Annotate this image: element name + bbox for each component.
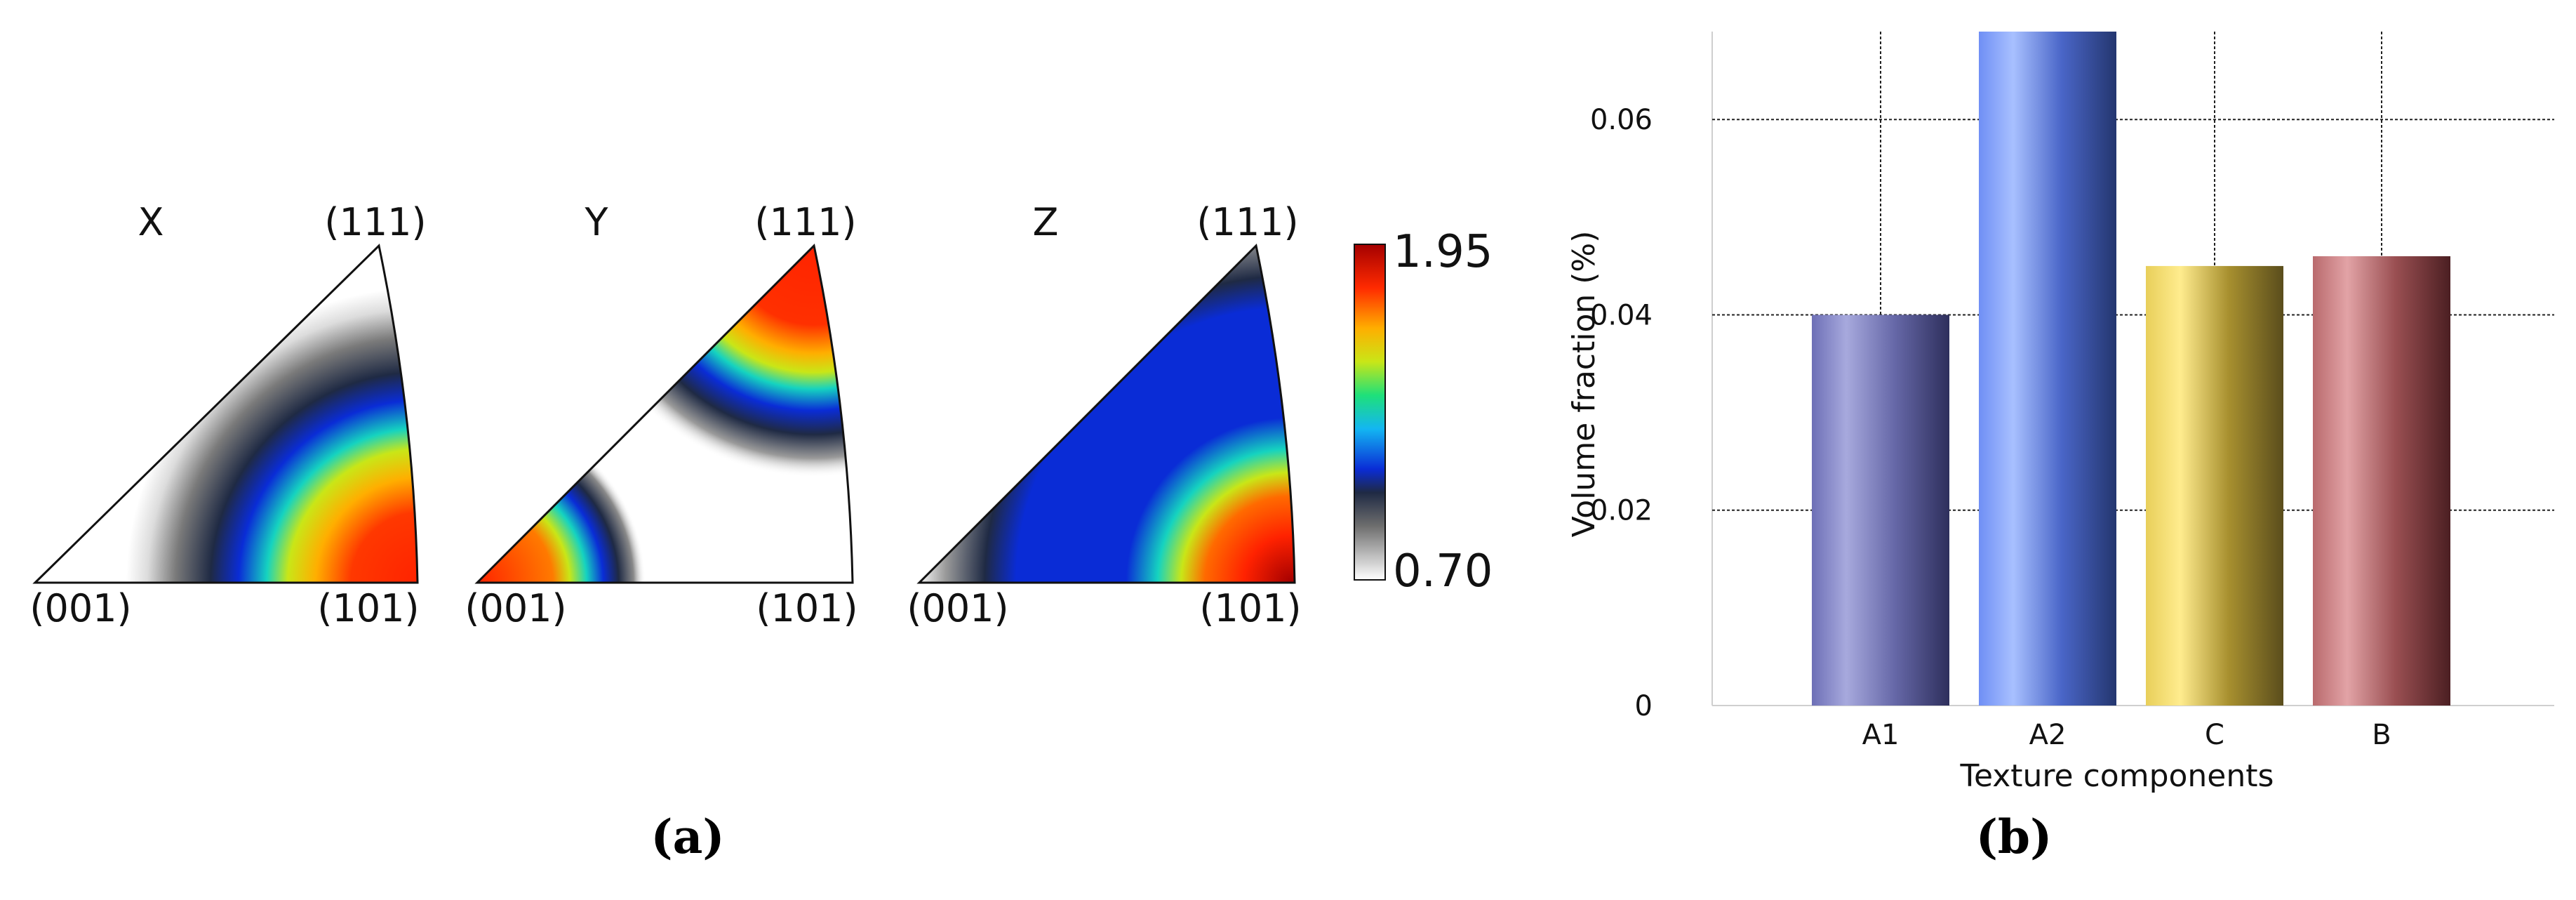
- ipf-z-direction: Z: [1033, 200, 1059, 244]
- x-axis-label: Texture components: [1960, 758, 2274, 794]
- x-tick-label: A2: [2029, 719, 2067, 751]
- colorbar-min-label: 0.70: [1393, 545, 1493, 597]
- y-tick-label: 0: [1635, 690, 1653, 722]
- ipf-y-corner-111: (111): [754, 200, 856, 244]
- colorbar-gradient: [1354, 244, 1386, 581]
- bar-b: [2313, 256, 2450, 706]
- y-tick-label: 0.04: [1590, 299, 1653, 331]
- ipf-z-density: [919, 246, 1295, 583]
- ipf-y-corner-001: (001): [465, 586, 566, 630]
- ipf-triangle-x: X (111) (001) (101): [29, 200, 426, 630]
- y-tick-label: 0.06: [1590, 104, 1653, 136]
- x-tick-labels: A1 A2 C B: [1862, 719, 2391, 751]
- ipf-triangle-z: Z (111) (001) (101): [907, 200, 1301, 630]
- ipf-z-corner-101: (101): [1199, 586, 1301, 630]
- ipf-y-density-001: [477, 246, 853, 583]
- ipf-y-corner-101: (101): [756, 586, 857, 630]
- y-axis-label: Volume fraction (%): [1566, 231, 1602, 538]
- panel-b-label: (b): [1976, 809, 2053, 864]
- chart-bars: [1812, 32, 2450, 706]
- x-tick-label: C: [2205, 719, 2224, 751]
- ipf-x-corner-001: (001): [29, 586, 131, 630]
- colorbar: 1.95 0.70: [1354, 226, 1493, 597]
- bar-c: [2146, 265, 2283, 706]
- y-tick-label: 0.02: [1590, 495, 1653, 527]
- bar-a1: [1812, 315, 1949, 706]
- ipf-x-direction: X: [138, 200, 164, 244]
- x-tick-label: A1: [1862, 719, 1900, 751]
- colorbar-max-label: 1.95: [1393, 226, 1493, 278]
- ipf-z-corner-001: (001): [907, 586, 1008, 630]
- y-tick-labels: 0 0.02 0.04 0.06: [1590, 104, 1653, 722]
- ipf-x-corner-101: (101): [317, 586, 419, 630]
- panel-b: 0 0.02 0.04 0.06 A1 A2 C B Volume fraction (%)…: [1566, 32, 2554, 864]
- ipf-z-outline: [916, 243, 1296, 584]
- ipf-x-density: [35, 246, 418, 583]
- ipf-z-corner-111: (111): [1196, 200, 1298, 244]
- bar-a2: [1979, 32, 2116, 706]
- panel-a: X (111) (001) (101) Y (111) (001) (101) …: [29, 200, 1493, 864]
- ipf-x-outline: [32, 244, 419, 584]
- ipf-x-corner-111: (111): [324, 200, 426, 244]
- ipf-triangle-y: Y (111) (001) (101): [465, 200, 857, 630]
- ipf-y-direction: Y: [585, 200, 609, 244]
- panel-a-label: (a): [650, 809, 724, 864]
- ipf-y-outline: [474, 243, 854, 584]
- x-tick-label: B: [2372, 719, 2391, 751]
